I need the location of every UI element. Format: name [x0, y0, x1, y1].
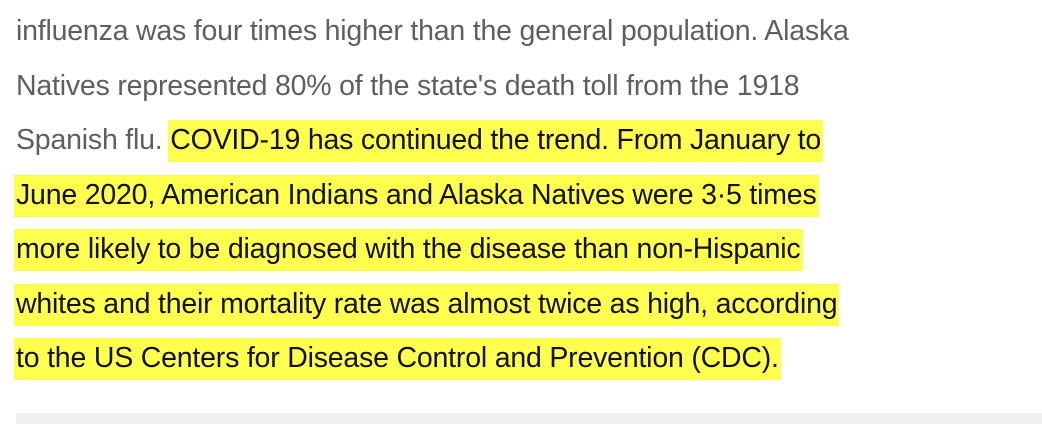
line-text: influenza was four times higher than the…	[16, 15, 849, 47]
next-section-divider	[16, 413, 1042, 424]
paragraph-line: whites and their mortality rate was almo…	[14, 277, 1026, 332]
highlighted-text[interactable]: more likely to be diagnosed with the dis…	[14, 229, 803, 271]
paragraph-line: Natives represented 80% of the state's d…	[16, 59, 1026, 114]
article-paragraph: influenza was four times higher than the…	[14, 4, 1026, 386]
paragraph-line: Spanish flu. COVID-19 has continued the …	[16, 113, 1026, 168]
line-text: Spanish flu.	[16, 124, 171, 156]
paragraph-line: influenza was four times higher than the…	[16, 4, 1026, 59]
paragraph-line: more likely to be diagnosed with the dis…	[14, 222, 1026, 277]
paragraph-line: June 2020, American Indians and Alaska N…	[14, 168, 1026, 223]
highlighted-text[interactable]: COVID-19 has continued the trend. From J…	[168, 120, 824, 162]
highlighted-text[interactable]: June 2020, American Indians and Alaska N…	[14, 174, 819, 217]
highlighted-text[interactable]: to the US Centers for Disease Control an…	[14, 338, 781, 380]
paragraph-line: to the US Centers for Disease Control an…	[14, 331, 1026, 386]
highlighted-text[interactable]: whites and their mortality rate was almo…	[14, 283, 840, 326]
line-text: Natives represented 80% of the state's d…	[16, 69, 800, 102]
